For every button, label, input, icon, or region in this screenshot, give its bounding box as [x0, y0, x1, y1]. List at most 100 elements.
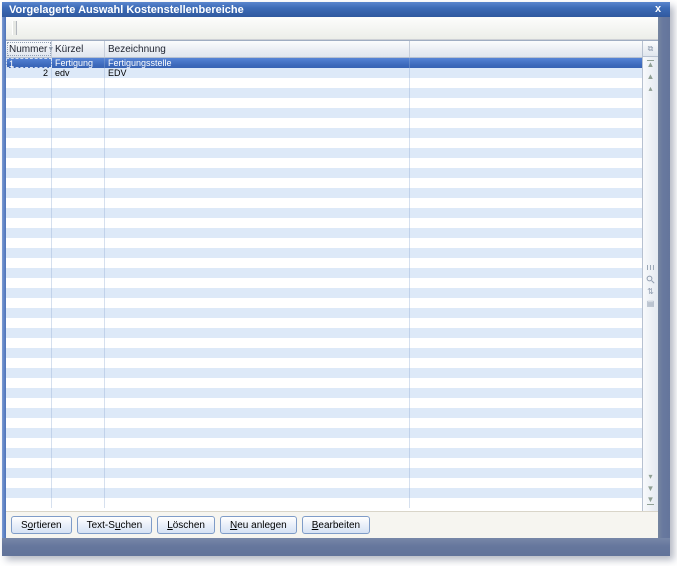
table-row-empty[interactable]: [6, 478, 642, 488]
neu-anlegen-button[interactable]: Neu anlegen: [220, 516, 297, 534]
position-icon[interactable]: ▤: [646, 299, 655, 308]
table-row[interactable]: 1 Fertigung Fertigungsstelle: [6, 58, 642, 68]
cell: [410, 468, 642, 478]
table-row-empty[interactable]: [6, 458, 642, 468]
table-row-empty[interactable]: [6, 118, 642, 128]
bearbeiten-button[interactable]: Bearbeiten: [301, 516, 371, 534]
cell: [52, 438, 105, 448]
cell: [6, 218, 52, 228]
cell: [410, 258, 642, 268]
table-row-empty[interactable]: [6, 228, 642, 238]
table-row-empty[interactable]: [6, 198, 642, 208]
scroll-to-top-icon[interactable]: ▲: [646, 60, 655, 69]
scrollbar-grip-icon[interactable]: [647, 263, 654, 272]
table-row-empty[interactable]: [6, 238, 642, 248]
table-row-empty[interactable]: [6, 148, 642, 158]
table-row-empty[interactable]: [6, 378, 642, 388]
loeschen-button[interactable]: Löschen: [157, 516, 215, 534]
cell: [52, 188, 105, 198]
cell: [52, 108, 105, 118]
table-row-empty[interactable]: [6, 348, 642, 358]
cell: [6, 488, 52, 498]
table-row-empty[interactable]: [6, 138, 642, 148]
cell: [52, 328, 105, 338]
table-row-empty[interactable]: [6, 208, 642, 218]
column-header-krzel[interactable]: Kürzel: [52, 41, 105, 57]
table-row-empty[interactable]: [6, 218, 642, 228]
cell: [6, 428, 52, 438]
table-row-empty[interactable]: [6, 258, 642, 268]
cell: [6, 448, 52, 458]
scroll-up-icon[interactable]: ▲: [646, 72, 655, 81]
table-row-empty[interactable]: [6, 88, 642, 98]
cell: [52, 158, 105, 168]
table-row-empty[interactable]: [6, 388, 642, 398]
table-row-empty[interactable]: [6, 108, 642, 118]
table-row-empty[interactable]: [6, 158, 642, 168]
text-suchen-button[interactable]: Text-Suchen: [76, 516, 153, 534]
button-label-pre: Text-S: [86, 519, 115, 531]
table-row-empty[interactable]: [6, 488, 642, 498]
window-body: Nummer ▼ Kürzel Bezeichnung 1 Fertigung Ferti…: [2, 17, 670, 538]
column-chooser-icon[interactable]: ⧉: [647, 44, 654, 53]
cell: [6, 98, 52, 108]
column-header-nummer[interactable]: Nummer ▼: [6, 41, 54, 57]
table-row-empty[interactable]: [6, 268, 642, 278]
table-row-empty[interactable]: [6, 278, 642, 288]
cell: [410, 268, 642, 278]
table-row-empty[interactable]: [6, 398, 642, 408]
table-row-empty[interactable]: [6, 248, 642, 258]
table-row-empty[interactable]: [6, 298, 642, 308]
cell: [6, 108, 52, 118]
step-down-icon[interactable]: ▾: [648, 472, 653, 481]
cell: [6, 468, 52, 478]
button-label-key: N: [230, 519, 238, 531]
table-row-empty[interactable]: [6, 328, 642, 338]
table-row-empty[interactable]: [6, 318, 642, 328]
table-row-empty[interactable]: [6, 168, 642, 178]
table-row-empty[interactable]: [6, 178, 642, 188]
scroll-strip-middle-icons: ⇅ ▤: [643, 263, 658, 308]
column-header-extra[interactable]: [410, 41, 642, 57]
table-row-empty[interactable]: [6, 98, 642, 108]
sort-icon[interactable]: ⇅: [647, 287, 654, 296]
cell: [52, 488, 105, 498]
cell: [105, 288, 410, 298]
cell: [410, 198, 642, 208]
cell: [410, 98, 642, 108]
scroll-down-icon[interactable]: ▼: [646, 484, 655, 493]
search-icon[interactable]: [646, 275, 655, 284]
table-row-empty[interactable]: [6, 418, 642, 428]
cell: [52, 78, 105, 88]
table-row[interactable]: 2 edv EDV: [6, 68, 642, 78]
sortieren-button[interactable]: Sortieren: [11, 516, 72, 534]
cell: [52, 388, 105, 398]
close-button[interactable]: x: [654, 3, 662, 15]
table-row-empty[interactable]: [6, 358, 642, 368]
table-row-empty[interactable]: [6, 448, 642, 458]
table-row-empty[interactable]: [6, 438, 642, 448]
table-row-empty[interactable]: [6, 308, 642, 318]
titlebar[interactable]: Vorgelagerte Auswahl Kostenstellenbereic…: [2, 2, 670, 17]
table-row-empty[interactable]: [6, 408, 642, 418]
cell: [6, 198, 52, 208]
cell: [6, 498, 52, 508]
cell: [105, 178, 410, 188]
button-bar: Sortieren Text-Suchen Löschen Neu anlegen Be…: [6, 511, 658, 538]
table-row-empty[interactable]: [6, 498, 642, 508]
step-up-icon[interactable]: ▴: [648, 84, 653, 93]
table-row-empty[interactable]: [6, 78, 642, 88]
table-row-empty[interactable]: [6, 338, 642, 348]
table-row-empty[interactable]: [6, 288, 642, 298]
scroll-to-bottom-icon[interactable]: ▼: [646, 495, 655, 505]
table-row-empty[interactable]: [6, 188, 642, 198]
column-header-bezeichnung[interactable]: Bezeichnung: [105, 41, 410, 57]
table-row-empty[interactable]: [6, 468, 642, 478]
cell: [410, 68, 642, 78]
cell: [52, 358, 105, 368]
table-row-empty[interactable]: [6, 128, 642, 138]
table-row-empty[interactable]: [6, 368, 642, 378]
cell: [6, 318, 52, 328]
cell: [105, 248, 410, 258]
table-row-empty[interactable]: [6, 428, 642, 438]
